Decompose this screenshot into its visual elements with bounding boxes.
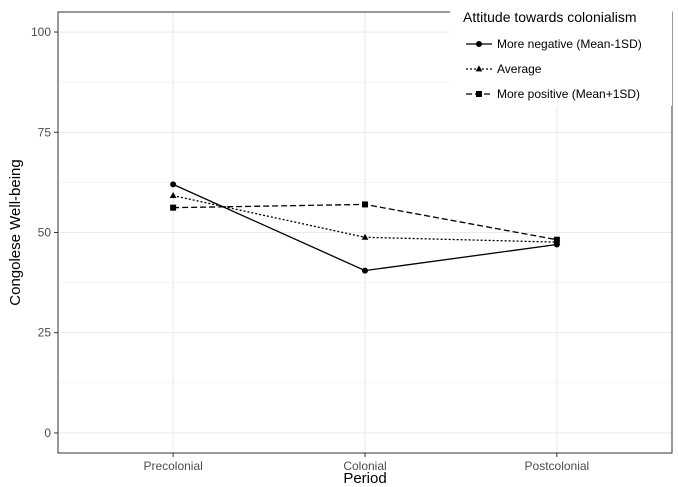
series-3	[170, 201, 560, 243]
data-point	[553, 236, 560, 243]
data-point	[361, 233, 369, 240]
legend-background	[450, 0, 672, 106]
x-tick-label: Postcolonial	[525, 459, 590, 473]
x-axis-title: Period	[343, 470, 386, 487]
y-tick-label: 100	[31, 25, 51, 39]
y-tick-label: 25	[38, 326, 52, 340]
y-tick-label: 50	[38, 226, 52, 240]
series-1	[170, 181, 560, 274]
plot-border	[57, 11, 673, 454]
legend: Attitude towards colonialism More negati…	[450, 0, 672, 106]
data-point	[170, 204, 177, 211]
data-point	[362, 201, 368, 208]
data-point	[169, 192, 177, 199]
x-axis-ticks: Precolonial Colonial Postcolonial	[143, 453, 589, 473]
gridlines	[58, 12, 672, 453]
legend-label: Average	[497, 62, 542, 76]
y-tick-label: 0	[44, 426, 51, 440]
legend-key	[466, 65, 492, 72]
y-tick-label: 75	[38, 125, 52, 139]
legend-label: More negative (Mean-1SD)	[497, 37, 642, 51]
y-axis-ticks: 0 25 50 75 100	[31, 25, 58, 440]
legend-key-marker	[476, 91, 482, 97]
legend-key-marker	[475, 65, 483, 72]
legend-label: More positive (Mean+1SD)	[497, 87, 640, 101]
y-axis-title: Congolese Well-being	[7, 159, 24, 305]
data-point	[170, 181, 177, 188]
data-point	[362, 267, 368, 274]
x-tick-label: Precolonial	[143, 459, 202, 473]
series-lines	[169, 181, 561, 274]
legend-key	[466, 41, 492, 47]
legend-title: Attitude towards colonialism	[463, 9, 637, 25]
legend-key-marker	[476, 41, 482, 47]
legend-key	[466, 91, 492, 97]
x-tick-label: Colonial	[343, 459, 386, 473]
